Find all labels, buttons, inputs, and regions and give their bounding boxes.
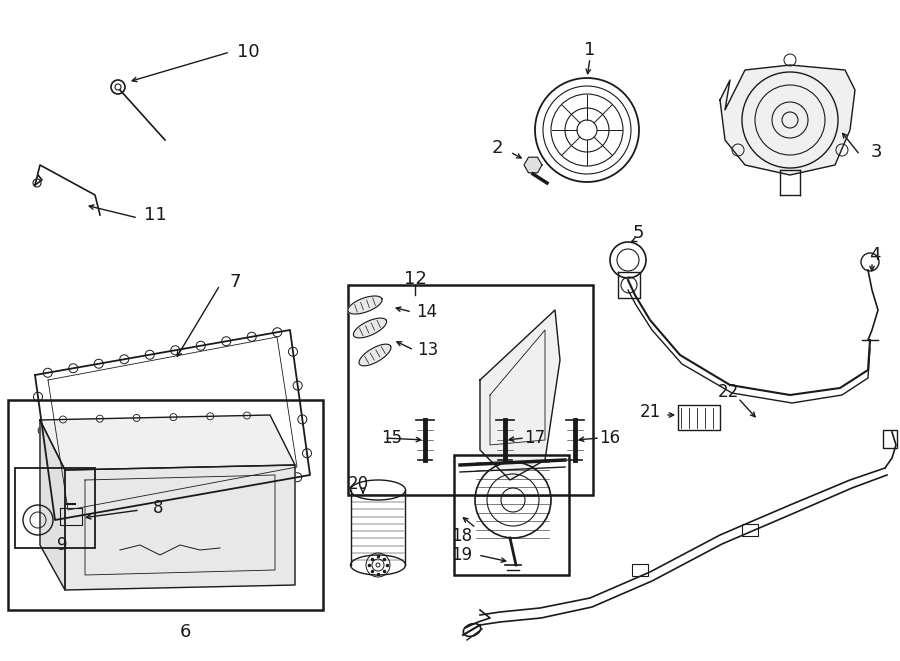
Bar (883, 430, 897, 448)
Polygon shape (354, 318, 387, 338)
Polygon shape (480, 310, 560, 480)
Polygon shape (65, 465, 295, 590)
Text: 7: 7 (230, 273, 241, 291)
Text: 13: 13 (418, 341, 438, 359)
Polygon shape (720, 65, 855, 175)
Bar (678, 405, 720, 430)
Text: 2: 2 (491, 139, 503, 157)
Text: 22: 22 (717, 383, 739, 401)
Text: 17: 17 (525, 429, 545, 447)
Polygon shape (359, 344, 391, 366)
Polygon shape (40, 420, 65, 590)
Polygon shape (348, 296, 382, 314)
Text: 21: 21 (639, 403, 661, 421)
Text: 16: 16 (599, 429, 621, 447)
Text: 10: 10 (237, 43, 259, 61)
Bar (15, 468, 95, 548)
Text: 3: 3 (870, 143, 882, 161)
Text: 9: 9 (57, 536, 68, 554)
Text: 12: 12 (403, 270, 427, 288)
Text: 8: 8 (153, 499, 163, 517)
Text: 1: 1 (584, 41, 596, 59)
Text: 19: 19 (452, 546, 472, 564)
Text: 18: 18 (452, 527, 472, 545)
Bar (8, 400, 323, 610)
Polygon shape (40, 415, 295, 470)
Bar (742, 524, 758, 536)
Bar (632, 564, 648, 576)
Text: 15: 15 (382, 429, 402, 447)
Polygon shape (524, 157, 542, 173)
Text: 4: 4 (869, 246, 881, 264)
Text: 20: 20 (347, 475, 369, 493)
Text: 6: 6 (179, 623, 191, 641)
Bar (348, 285, 593, 495)
Text: 11: 11 (144, 206, 166, 224)
Bar (454, 455, 569, 575)
Text: 5: 5 (632, 224, 644, 242)
Text: 14: 14 (417, 303, 437, 321)
